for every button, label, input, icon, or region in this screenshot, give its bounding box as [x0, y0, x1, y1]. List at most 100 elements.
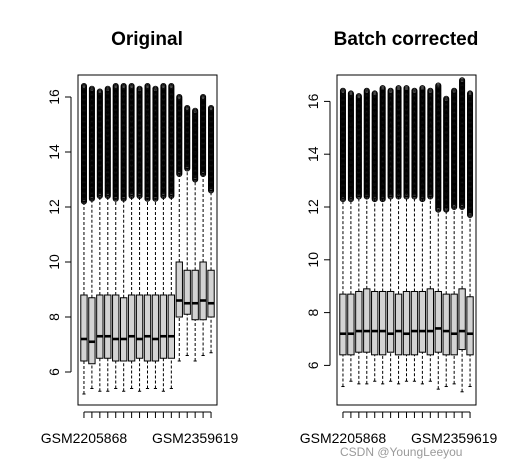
box-body	[119, 297, 128, 362]
y-tick-label: 12	[305, 199, 321, 215]
box-body	[363, 288, 371, 353]
outlier-points	[112, 82, 119, 202]
box-body	[167, 294, 176, 359]
box-6	[119, 82, 128, 392]
box-body	[183, 269, 191, 315]
box-8	[135, 85, 144, 392]
box-3	[96, 88, 104, 392]
y-tick-label: 8	[46, 313, 62, 321]
panel-batch-corrected: Batch corrected 6 8 10 12 14 16 GSM2205868 GSM23…	[300, 29, 498, 446]
box-body	[80, 294, 88, 362]
box-5	[112, 82, 120, 389]
outlier-points	[104, 85, 111, 200]
outlier-points	[347, 90, 354, 203]
box-16	[199, 93, 207, 356]
box-15	[450, 87, 458, 385]
box-14	[442, 95, 450, 388]
outlier-points	[88, 85, 95, 202]
box-body	[426, 288, 435, 356]
y-tick-label: 16	[305, 93, 321, 109]
chart-title: Original	[111, 29, 183, 50]
box-body	[159, 294, 168, 359]
panel-original: Original 6 8 10 12 14 16 GSM2205868 GSM2359619	[41, 29, 239, 446]
x-tick-label: GSM2205868	[41, 430, 128, 446]
box-8	[394, 85, 403, 385]
box-11	[159, 82, 168, 392]
y-tick-label: 10	[305, 252, 321, 268]
box-12	[426, 87, 435, 382]
box-9	[402, 85, 411, 382]
box-body	[450, 293, 458, 356]
outlier-points	[419, 85, 426, 203]
y-tick-label: 8	[305, 308, 321, 316]
y-tick-label: 14	[46, 144, 62, 160]
box-body	[339, 293, 347, 356]
outlier-point	[419, 196, 426, 203]
outlier-point	[152, 195, 159, 202]
box-12	[167, 82, 176, 389]
box-body	[127, 294, 136, 362]
outlier-points	[395, 85, 402, 200]
outlier-points	[192, 107, 199, 183]
outlier-point	[379, 196, 386, 203]
box-body	[191, 269, 199, 321]
box-body	[175, 261, 183, 318]
box-11	[418, 85, 427, 385]
box-body	[394, 293, 403, 356]
outlier-points	[459, 77, 466, 211]
box-body	[143, 294, 152, 362]
plot-frame	[336, 74, 477, 406]
outlier-points	[184, 104, 191, 172]
outlier-points	[120, 82, 127, 202]
box-10	[410, 87, 419, 382]
chart-title: Batch corrected	[334, 29, 479, 50]
y-tick-label: 10	[46, 254, 62, 270]
outlier-points	[379, 85, 386, 203]
box-body	[151, 294, 160, 362]
box-4	[104, 85, 112, 392]
outlier-points	[160, 82, 167, 200]
box-17	[466, 90, 474, 388]
outlier-point	[112, 195, 119, 202]
box-body	[410, 290, 419, 356]
box-3	[355, 93, 363, 385]
outlier-points	[403, 85, 410, 200]
outlier-points	[387, 87, 394, 200]
outlier-points	[363, 87, 370, 200]
y-tick-label: 6	[46, 368, 62, 376]
x-tick-label: GSM2359619	[152, 430, 239, 446]
box-body	[96, 294, 104, 359]
outlier-point	[184, 165, 191, 172]
box-body	[442, 293, 450, 356]
outlier-points	[152, 85, 159, 202]
outlier-points	[80, 82, 88, 205]
outlier-point	[363, 193, 370, 200]
outlier-points	[466, 90, 474, 218]
box-13	[434, 82, 442, 390]
outlier-points	[207, 104, 215, 194]
outlier-point	[427, 193, 434, 200]
box-7	[386, 87, 395, 382]
box-body	[466, 296, 474, 356]
box-body	[104, 294, 112, 359]
watermark-text: CSDN @YoungLeeyou	[340, 445, 462, 459]
box-body	[418, 290, 427, 353]
outlier-points	[168, 82, 175, 200]
outlier-points	[144, 82, 151, 202]
outlier-points	[371, 90, 378, 203]
outlier-point	[451, 203, 458, 211]
box-13	[175, 93, 183, 362]
box-body	[378, 290, 387, 356]
y-tick-label: 14	[305, 146, 321, 162]
box-7	[127, 82, 136, 389]
box-body	[402, 290, 411, 356]
box-16	[458, 77, 466, 393]
plot-frame	[77, 74, 218, 406]
box-2	[347, 90, 355, 382]
outlier-points	[443, 95, 450, 213]
x-tick-label: GSM2359619	[411, 430, 498, 446]
box-body	[347, 293, 355, 356]
outlier-point	[371, 196, 378, 203]
box-1	[80, 82, 88, 395]
